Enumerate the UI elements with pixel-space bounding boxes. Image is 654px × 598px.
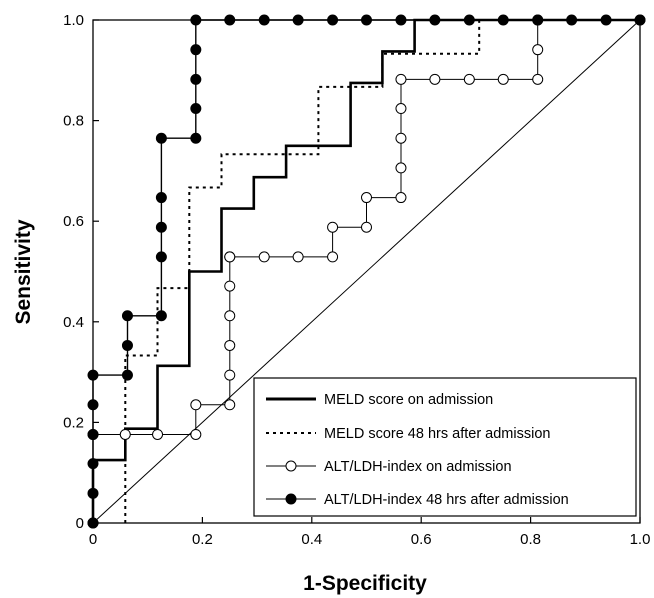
data-point	[497, 73, 509, 85]
series-3	[87, 14, 646, 529]
data-point	[190, 103, 202, 115]
data-point	[395, 73, 407, 85]
legend-label: ALT/LDH-index 48 hrs after admission	[324, 492, 569, 508]
series-line	[91, 18, 640, 523]
data-point	[361, 14, 372, 26]
data-point	[497, 14, 509, 26]
y-tick-label: 0.4	[63, 314, 84, 331]
data-point	[429, 73, 441, 85]
data-point	[395, 103, 407, 115]
data-point	[190, 73, 202, 85]
data-point	[634, 14, 646, 26]
data-point	[395, 132, 407, 144]
legend-item-meld-48hrs: MELD score 48 hrs after admission	[266, 426, 550, 442]
y-tick-label: 0	[76, 515, 84, 532]
x-axis-title: 1-Specificity	[303, 572, 427, 595]
data-point	[155, 192, 167, 204]
y-tick-label: 1.0	[63, 12, 84, 29]
x-tick-label: 0.6	[411, 531, 432, 548]
data-point	[327, 221, 339, 233]
data-point	[152, 428, 164, 440]
data-point	[190, 44, 202, 56]
data-point	[87, 369, 99, 381]
axes-layer: 0 0.2 0.4 0.6 0.8 1.0 0 0.2 0.4 0.6 0.8 1.0	[63, 12, 650, 548]
data-point	[119, 428, 131, 440]
data-point	[121, 339, 133, 351]
x-tick-label: 0.8	[520, 531, 541, 548]
data-point	[532, 73, 544, 85]
data-point	[155, 251, 167, 263]
data-point	[224, 339, 236, 351]
data-point	[190, 399, 202, 411]
y-tick-label: 0.2	[63, 414, 84, 431]
data-point	[87, 399, 99, 411]
series-layer	[87, 14, 646, 529]
data-point	[87, 428, 99, 440]
data-point	[566, 14, 578, 26]
legend-box	[253, 377, 637, 517]
y-tick-label: 0.8	[63, 113, 84, 130]
series-1	[124, 19, 640, 523]
legend-label: MELD score 48 hrs after admission	[324, 426, 550, 442]
data-point	[532, 14, 544, 26]
data-point	[292, 251, 304, 263]
data-point	[463, 14, 475, 26]
data-point	[361, 192, 372, 204]
data-point	[395, 14, 407, 26]
data-point	[292, 14, 304, 26]
legend-label: ALT/LDH-index on admission	[324, 459, 512, 475]
data-point	[121, 310, 133, 322]
legend-open-marker	[285, 460, 297, 472]
y-axis-title: Sensitivity	[12, 219, 35, 324]
data-point	[155, 132, 167, 144]
legend-filled-marker	[285, 493, 297, 505]
data-point	[600, 14, 612, 26]
data-point	[224, 14, 236, 26]
data-point	[395, 192, 407, 204]
data-point	[155, 310, 167, 322]
data-point	[361, 221, 372, 233]
data-point	[224, 251, 236, 263]
data-point	[395, 162, 407, 174]
data-point	[224, 280, 236, 292]
x-tick-label: 1.0	[630, 531, 651, 548]
x-tick-label: 0	[89, 531, 97, 548]
x-tick-label: 0.4	[301, 531, 322, 548]
data-point	[258, 14, 270, 26]
legend-item-altldh-48hrs: ALT/LDH-index 48 hrs after admission	[266, 492, 569, 508]
data-point	[224, 310, 236, 322]
reference-line-layer	[92, 19, 641, 524]
data-point	[224, 369, 236, 381]
series-line	[92, 19, 640, 523]
data-point	[87, 487, 99, 499]
data-point	[327, 14, 339, 26]
legend-item-meld-admission: MELD score on admission	[266, 392, 493, 408]
data-point	[155, 221, 167, 233]
data-point	[190, 14, 202, 26]
data-point	[327, 251, 339, 263]
data-point	[429, 14, 441, 26]
plot-area: 0 0.2 0.4 0.6 0.8 1.0 0 0.2 0.4 0.6 0.8 1.0	[63, 12, 650, 548]
data-point	[87, 458, 99, 470]
legend-label: MELD score on admission	[324, 392, 493, 408]
series-0	[91, 18, 640, 523]
x-tick-label: 0.2	[192, 531, 213, 548]
data-point	[121, 369, 133, 381]
y-tick-label: 0.6	[63, 213, 84, 230]
data-point	[190, 132, 202, 144]
data-point	[532, 44, 544, 56]
data-point	[258, 251, 270, 263]
legend-item-altldh-admission: ALT/LDH-index on admission	[266, 459, 512, 475]
legend: MELD score on admission MELD score 48 hr…	[253, 377, 637, 517]
data-point	[463, 73, 475, 85]
data-point	[190, 428, 202, 440]
series-line	[124, 19, 640, 523]
data-point	[224, 399, 236, 411]
reference-diagonal-line	[92, 19, 641, 524]
